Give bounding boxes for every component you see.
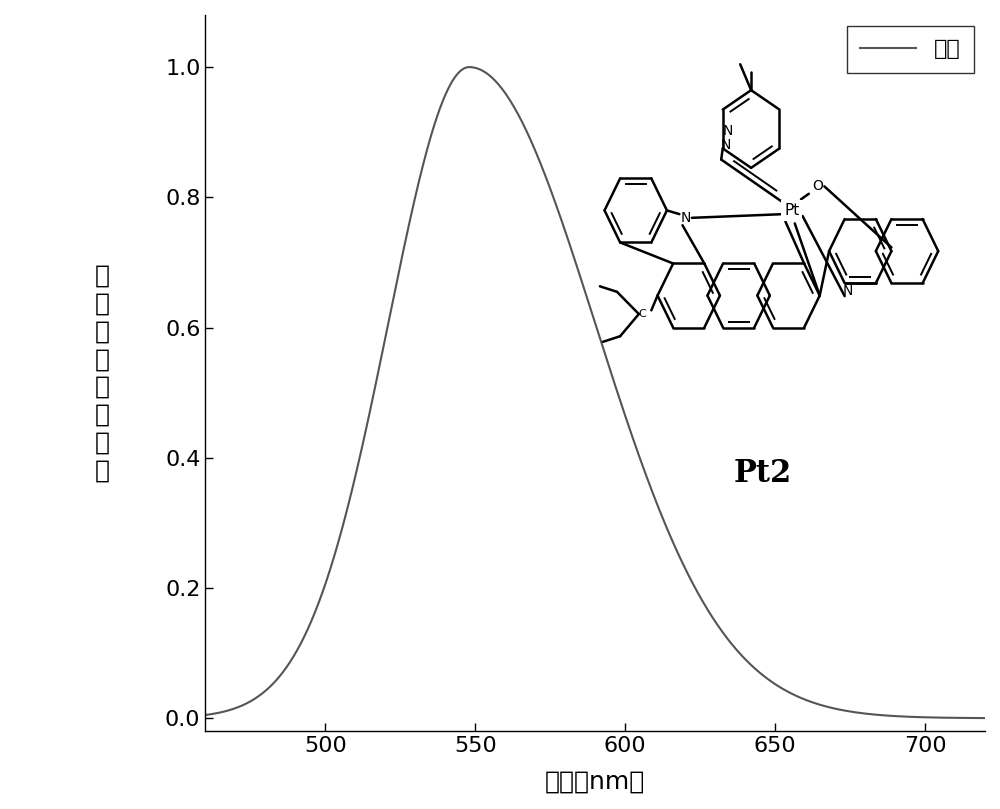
Y-axis label: 归
一
化
的
发
光
强
度: 归 一 化 的 发 光 强 度 <box>95 264 110 482</box>
X-axis label: 波长（nm）: 波长（nm） <box>545 770 645 794</box>
Text: Pt2: Pt2 <box>734 458 792 489</box>
Legend: 室温: 室温 <box>847 26 974 73</box>
